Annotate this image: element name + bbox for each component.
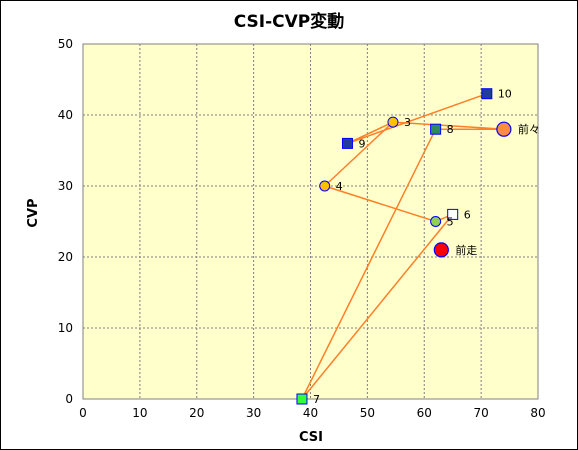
data-points <box>296 88 512 405</box>
point-label-4: 4 <box>336 180 343 193</box>
point-label-6: 6 <box>464 208 471 221</box>
data-point-9 <box>341 137 353 149</box>
data-point-前々 <box>496 121 512 137</box>
x-axis-title: CSI <box>299 430 323 445</box>
data-point-10 <box>481 88 493 100</box>
x-tick-label: 80 <box>530 406 545 420</box>
point-label-9: 9 <box>358 137 365 150</box>
series-polyline <box>301 92 504 400</box>
data-point-6 <box>447 208 459 220</box>
chart-title: CSI-CVP変動 <box>234 11 345 32</box>
y-tick-label: 30 <box>58 179 73 193</box>
x-tick-label: 10 <box>132 406 147 420</box>
point-label-10: 10 <box>498 88 512 101</box>
point-label-5: 5 <box>447 216 454 229</box>
y-tick-label: 20 <box>58 250 73 264</box>
x-tick-label: 20 <box>189 406 204 420</box>
data-point-5 <box>430 216 442 227</box>
data-point-前走 <box>433 242 449 258</box>
point-label-7: 7 <box>313 393 320 406</box>
x-tick-label: 0 <box>79 406 87 420</box>
tick-labels: 0 10 20 30 40 50 60 70 80 0 10 20 30 40 50 <box>58 37 546 420</box>
y-tick-label: 40 <box>58 108 73 122</box>
x-tick-label: 60 <box>417 406 432 420</box>
y-tick-label: 10 <box>58 321 73 335</box>
data-point-3 <box>387 116 399 128</box>
series-line <box>301 92 504 400</box>
y-tick-label: 0 <box>65 392 73 406</box>
point-label-8: 8 <box>447 123 454 136</box>
x-tick-label: 40 <box>303 406 318 420</box>
x-tick-label: 30 <box>246 406 261 420</box>
point-labels: 10 9 3 前々 8 7 65 4 前走 <box>313 88 540 406</box>
point-label-3: 3 <box>404 116 411 129</box>
y-tick-label: 50 <box>58 37 73 51</box>
data-point-8 <box>430 123 442 135</box>
point-label-前走: 前走 <box>455 243 477 257</box>
y-axis-title: CVP <box>26 198 41 227</box>
grid-lines <box>83 44 538 399</box>
x-tick-label: 50 <box>360 406 375 420</box>
point-label-前々: 前々 <box>518 122 540 136</box>
x-tick-label: 70 <box>473 406 488 420</box>
data-point-7 <box>296 393 308 405</box>
data-point-4 <box>319 180 331 192</box>
